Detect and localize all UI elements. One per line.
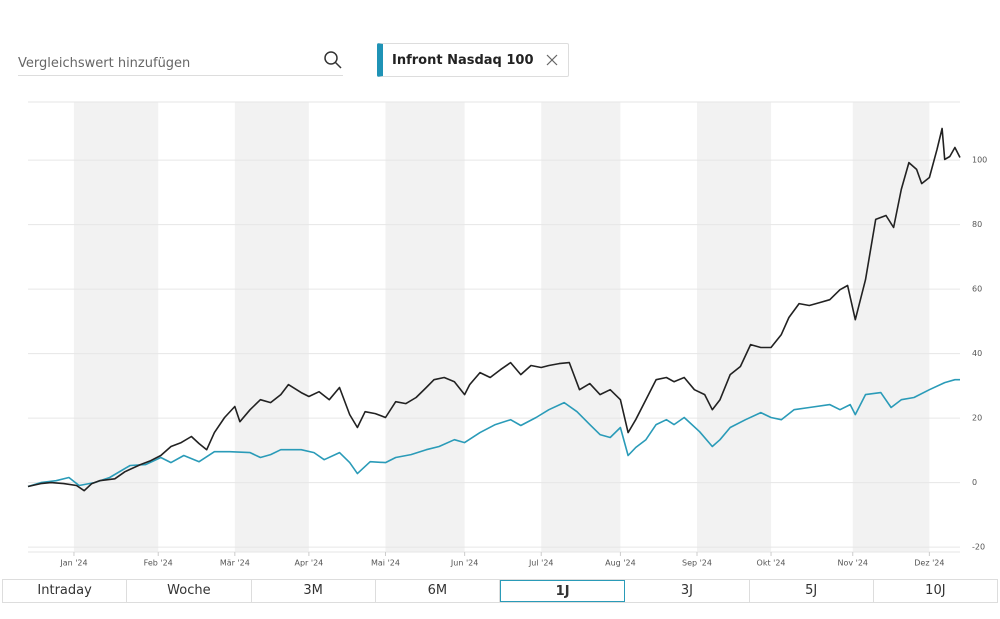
y-tick-label: 20 xyxy=(972,414,982,423)
x-tick-label: Dez '24 xyxy=(914,559,944,568)
period-button[interactable]: 1J xyxy=(500,580,626,602)
y-tick-label: -20 xyxy=(972,543,985,552)
tag-label: Infront Nasdaq 100 xyxy=(392,52,534,68)
x-tick-label: Mai '24 xyxy=(371,559,400,568)
period-button[interactable]: 10J xyxy=(925,583,946,598)
x-tick-label: Jan '24 xyxy=(59,559,87,568)
month-band xyxy=(696,102,772,552)
period-button[interactable]: 5J xyxy=(750,580,874,602)
search-field[interactable]: Vergleichswert hinzufügen xyxy=(18,48,343,76)
month-band xyxy=(234,102,309,552)
y-tick-label: 60 xyxy=(972,285,982,294)
x-tick-label: Apr '24 xyxy=(294,559,323,568)
remove-icon[interactable] xyxy=(546,54,558,66)
x-tick-label: Aug '24 xyxy=(605,559,636,568)
period-button[interactable]: Woche xyxy=(127,580,252,602)
y-tick-label: 100 xyxy=(972,156,987,165)
x-tick-label: Mär '24 xyxy=(220,559,250,568)
period-button[interactable]: 6M xyxy=(376,580,500,602)
x-tick-label: Feb '24 xyxy=(144,559,173,568)
period-button[interactable]: 3J xyxy=(625,580,750,602)
period-button[interactable]: Intraday xyxy=(3,580,128,602)
period-selector: Intraday Woche 3M 6M 1J 3J 5J 10J xyxy=(2,579,998,603)
period-button[interactable]: 3M xyxy=(252,580,376,602)
month-band xyxy=(541,102,621,552)
series-line xyxy=(27,127,961,492)
x-tick-label: Jul '24 xyxy=(528,559,554,568)
y-tick-label: 0 xyxy=(972,478,977,487)
search-placeholder: Vergleichswert hinzufügen xyxy=(18,56,191,71)
y-tick-label: 80 xyxy=(972,220,982,229)
month-band xyxy=(852,102,930,552)
x-tick-label: Jun '24 xyxy=(450,559,478,568)
x-tick-label: Nov '24 xyxy=(837,559,868,568)
search-icon[interactable] xyxy=(323,50,343,70)
series-line xyxy=(27,378,960,488)
y-tick-label: 40 xyxy=(972,349,982,358)
chart: -20 0 20 40 60 80 100 Jan '24 Feb '24 Mär '24 Apr … xyxy=(27,101,987,568)
compare-tag: Infront Nasdaq 100 xyxy=(377,43,569,77)
x-tick-label: Okt '24 xyxy=(757,559,786,568)
x-tick-label: Sep '24 xyxy=(682,559,712,568)
month-band xyxy=(385,102,465,552)
